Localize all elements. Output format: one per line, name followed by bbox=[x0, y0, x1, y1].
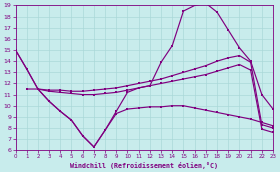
X-axis label: Windchill (Refroidissement éolien,°C): Windchill (Refroidissement éolien,°C) bbox=[70, 162, 218, 169]
